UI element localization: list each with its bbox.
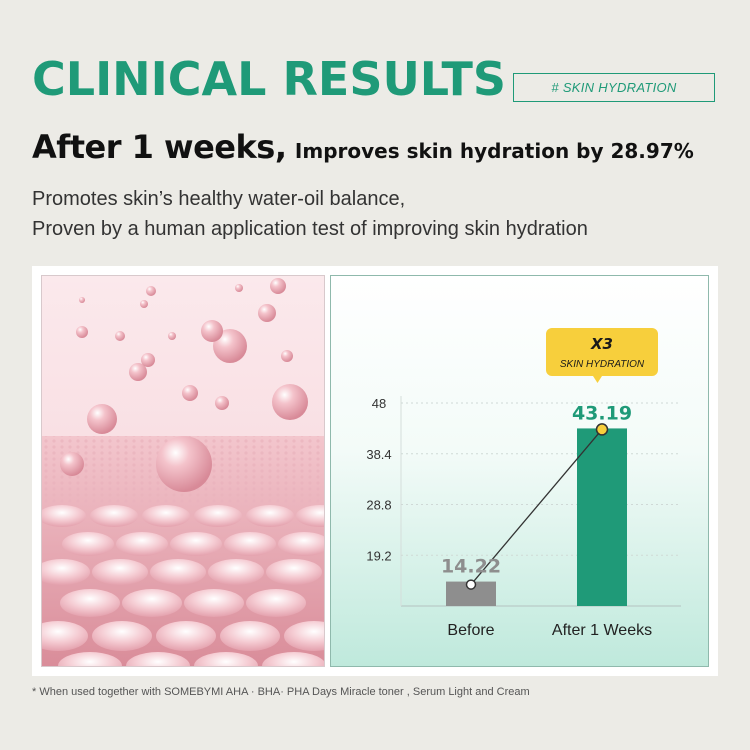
- callout-badge: X3 SKIN HYDRATION: [546, 328, 658, 383]
- y-tick-label: 28.8: [366, 498, 391, 513]
- callout-multiplier: X3: [590, 335, 613, 353]
- y-tick-label: 48: [372, 396, 386, 411]
- callout-label: SKIN HYDRATION: [560, 359, 645, 370]
- data-label: 43.19: [572, 402, 632, 424]
- x-tick-labels: Before After 1 Weeks: [447, 622, 652, 639]
- subheadline-small: Improves skin hydration by 28.97%: [294, 139, 694, 163]
- skin-hydration-tag: # SKIN HYDRATION: [513, 73, 715, 102]
- subheadline-big: After 1 weeks,: [32, 128, 287, 166]
- bubbles: [60, 278, 308, 492]
- y-tick-label: 19.2: [366, 548, 391, 563]
- description-line-2: Proven by a human application test of im…: [32, 218, 588, 240]
- trend-line-segment: [470, 429, 603, 585]
- description-line-1: Promotes skin’s healthy water-oil balanc…: [32, 188, 406, 210]
- trend-line: [465, 423, 609, 590]
- y-tick-label: 38.4: [366, 447, 391, 462]
- x-tick-label: After 1 Weeks: [552, 622, 652, 639]
- data-label: 14.22: [441, 556, 501, 578]
- footnote: * When used together with SOMEBYMI AHA ·…: [32, 686, 530, 698]
- description: Promotes skin’s healthy water-oil balanc…: [32, 184, 588, 244]
- bar: [577, 428, 627, 606]
- value-labels: 14.22 43.19: [441, 402, 632, 577]
- y-tick-labels: 19.2 28.8 38.4 48: [366, 396, 391, 563]
- after-point: [595, 423, 609, 436]
- callout-background: [546, 328, 658, 376]
- skin-hydration-image: [41, 275, 325, 667]
- hydration-chart: 19.2 28.8 38.4 48 14.22 43.19 Before After 1 …: [330, 275, 709, 667]
- hydration-chart-svg: 19.2 28.8 38.4 48 14.22 43.19 Before After 1 …: [366, 328, 681, 639]
- subheadline: After 1 weeks, Improves skin hydration b…: [32, 128, 694, 166]
- gridlines: [401, 402, 681, 556]
- before-point: [465, 579, 477, 590]
- page-title: CLINICAL RESULTS: [32, 52, 507, 106]
- x-tick-label: Before: [447, 622, 494, 639]
- callout-pointer: [593, 376, 602, 383]
- bars: [446, 428, 627, 606]
- skin-cells: [42, 505, 324, 666]
